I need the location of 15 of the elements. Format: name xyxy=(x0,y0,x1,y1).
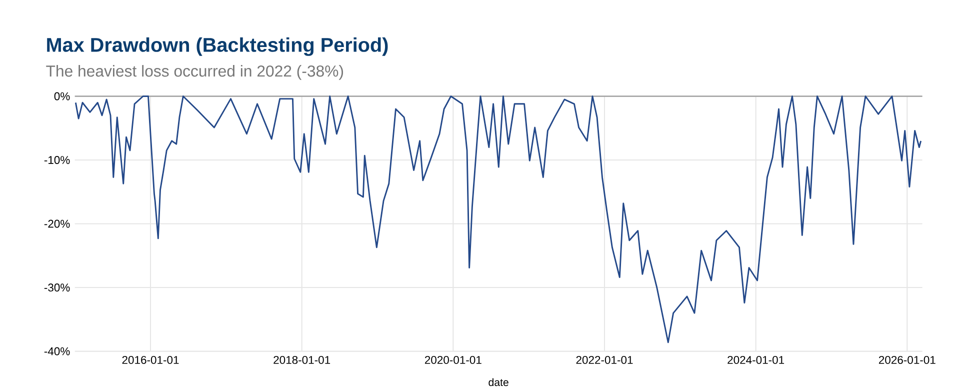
x-tick-label: 2026-01-01 xyxy=(878,356,936,364)
y-tick-label: -10% xyxy=(44,156,70,164)
x-tick-label: 2024-01-01 xyxy=(728,356,784,364)
chart-title: Max Drawdown (Backtesting Period) xyxy=(47,37,388,56)
x-axis-title: date xyxy=(488,378,508,386)
line-series xyxy=(74,96,922,344)
x-tick-label: 2018-01-01 xyxy=(274,356,330,364)
y-tick-label: 0% xyxy=(54,92,70,100)
y-tick-label: -30% xyxy=(44,284,70,292)
y-tick-label: -20% xyxy=(44,220,70,228)
y-tick-label: -40% xyxy=(44,347,70,356)
x-tick-label: 2022-01-01 xyxy=(576,356,633,364)
x-tick-label: 2020-01-01 xyxy=(424,356,482,364)
x-tick-label: 2016-01-01 xyxy=(122,356,179,364)
chart-subtitle: The heaviest loss occurred in 2022 (-38%) xyxy=(46,65,344,80)
